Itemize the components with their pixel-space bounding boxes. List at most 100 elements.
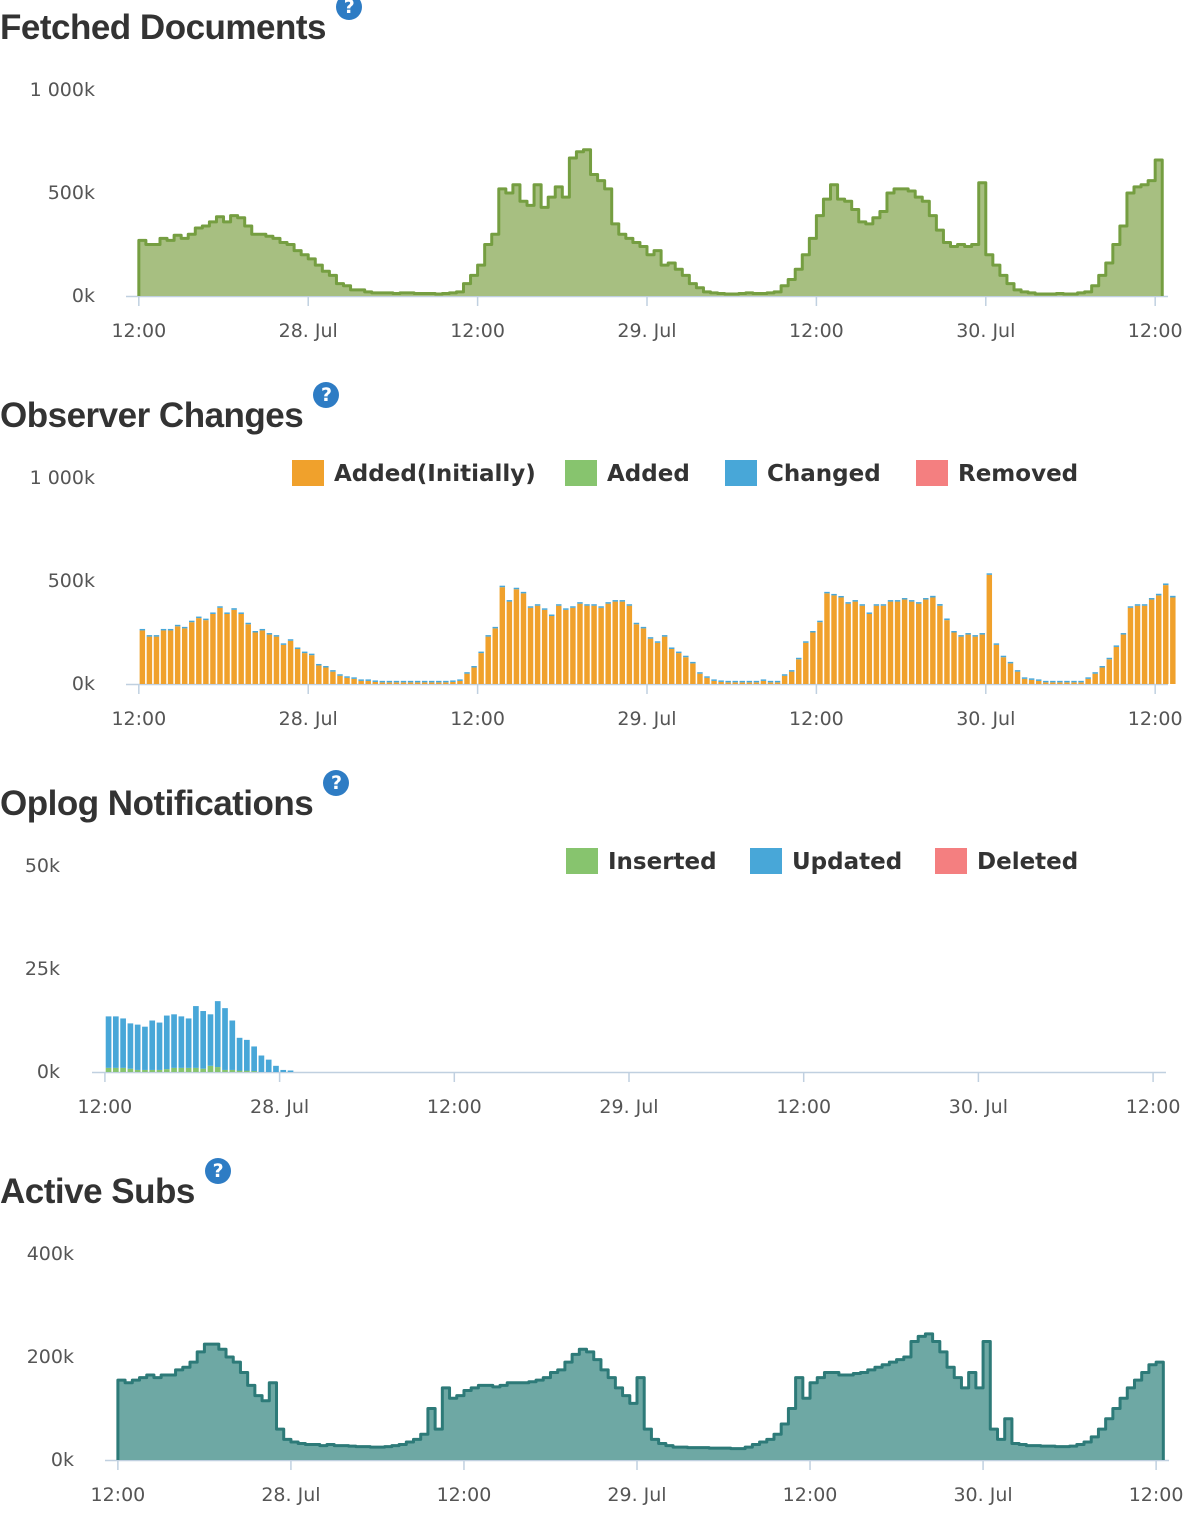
- x-tick-label: 12:00: [450, 708, 505, 730]
- bar-segment: [824, 593, 830, 684]
- bar-segment: [965, 633, 971, 635]
- bar-segment: [788, 671, 795, 684]
- bar-segment: [323, 667, 329, 684]
- bar-segment: [718, 680, 724, 682]
- bar-segment: [520, 593, 527, 684]
- legend-item[interactable]: Changed: [725, 460, 881, 487]
- bar-segment: [676, 653, 682, 684]
- bar-segment: [330, 670, 336, 672]
- bar-segment: [134, 1069, 141, 1072]
- bar-segment: [901, 598, 908, 600]
- bar-segment: [443, 680, 449, 683]
- bar-segment: [1106, 657, 1113, 660]
- bar-segment: [887, 600, 894, 602]
- bar-segment: [633, 624, 640, 684]
- fetched-documents-chart: 0k 500k 1 000k 12:00 28. Jul 12:00 29. Jul 12:0…: [30, 79, 1183, 342]
- bar-segment: [803, 641, 809, 643]
- bar-segment: [365, 680, 371, 684]
- x-tick-label: 12:00: [437, 1484, 492, 1506]
- x-tick-label: 12:00: [111, 708, 166, 730]
- bar-segment: [873, 604, 880, 606]
- bar-segment: [238, 612, 244, 614]
- bar-segment: [831, 595, 837, 684]
- bar-segment: [238, 613, 244, 684]
- legend-item[interactable]: Added(Initially): [292, 460, 536, 487]
- bar-segment: [1134, 604, 1141, 606]
- bar-segment: [229, 1069, 236, 1072]
- bar-segment: [492, 626, 498, 629]
- bar-segment: [174, 624, 181, 627]
- observer-changes-title: Observer Changes?: [0, 382, 340, 436]
- bar-segment: [1028, 679, 1035, 684]
- bar-segment: [210, 613, 216, 684]
- bar-segment: [400, 680, 407, 683]
- x-tick-label: 12:00: [1126, 1096, 1181, 1118]
- help-icon[interactable]: ?: [336, 0, 362, 20]
- bar-segment: [231, 608, 237, 610]
- bar-segment: [358, 680, 364, 684]
- bar-segment: [407, 682, 414, 684]
- bar-segment: [171, 1067, 177, 1072]
- x-tick-label: 12:00: [1128, 708, 1183, 730]
- bar-segment: [160, 630, 167, 684]
- bar-segment: [654, 641, 661, 643]
- bar-segment: [193, 1067, 199, 1072]
- help-icon[interactable]: ?: [323, 770, 350, 796]
- bar-segment: [436, 682, 442, 684]
- bar-segment: [1071, 680, 1077, 683]
- bar-segment: [436, 680, 442, 683]
- bar-segment: [478, 653, 484, 684]
- bar-segment: [880, 604, 887, 606]
- bar-segment: [584, 604, 590, 606]
- bar-segment: [149, 1069, 156, 1072]
- bar-segment: [309, 653, 315, 656]
- bar-segment: [265, 1059, 272, 1072]
- legend-item[interactable]: Removed: [916, 460, 1078, 487]
- bar-segment: [506, 601, 513, 684]
- bar-segment: [570, 606, 576, 608]
- x-tick-label: 28. Jul: [261, 1484, 320, 1506]
- bar-segment: [612, 600, 618, 602]
- bar-segment: [661, 636, 668, 684]
- bar-segment: [711, 679, 717, 681]
- help-icon[interactable]: ?: [204, 1158, 231, 1184]
- bar-segment: [859, 605, 865, 684]
- bar-segment: [134, 1024, 141, 1070]
- legend-item[interactable]: Added: [565, 460, 690, 487]
- help-icon[interactable]: ?: [313, 382, 340, 408]
- bar-segment: [139, 628, 146, 631]
- bar-segment: [845, 602, 851, 604]
- bar-segment: [796, 657, 802, 660]
- bar-segment: [421, 680, 428, 683]
- legend-item[interactable]: Updated: [750, 848, 902, 875]
- x-tick-label: 12:00: [78, 1096, 133, 1118]
- y-tick-label: 400k: [27, 1243, 74, 1265]
- bar-segment: [127, 1023, 134, 1069]
- y-tick-label: 1 000k: [30, 467, 95, 489]
- legend-item[interactable]: Deleted: [935, 848, 1078, 875]
- bar-segment: [1085, 678, 1091, 684]
- bar-segment: [527, 607, 534, 684]
- bar-segment: [429, 680, 435, 683]
- area-fill: [117, 1333, 1164, 1460]
- bar-segment: [153, 636, 160, 684]
- bar-segment: [838, 595, 844, 598]
- legend-item[interactable]: Inserted: [566, 848, 717, 875]
- chart-title-text: Fetched Documents: [0, 8, 327, 47]
- bar-segment: [280, 1069, 287, 1072]
- bar-segment: [185, 1018, 192, 1068]
- bar-segment: [316, 665, 322, 684]
- y-tick-label: 1 000k: [30, 79, 95, 101]
- bar-segment: [236, 1070, 243, 1072]
- bar-segment: [563, 609, 569, 684]
- x-tick-label: 30. Jul: [956, 320, 1015, 342]
- observer-changes-chart: 0k 500k 1 000k 12:00 28. Jul 12:00 29. Jul 12:0…: [30, 460, 1183, 730]
- bar-segment: [1099, 667, 1105, 684]
- series-line: [116, 1332, 1165, 1460]
- bar-segment: [443, 682, 449, 684]
- bar-segment: [647, 637, 654, 639]
- bar-segment: [760, 680, 767, 684]
- bar-segment: [1113, 645, 1120, 647]
- bar-segment: [1163, 583, 1169, 586]
- bar-segment: [203, 620, 209, 684]
